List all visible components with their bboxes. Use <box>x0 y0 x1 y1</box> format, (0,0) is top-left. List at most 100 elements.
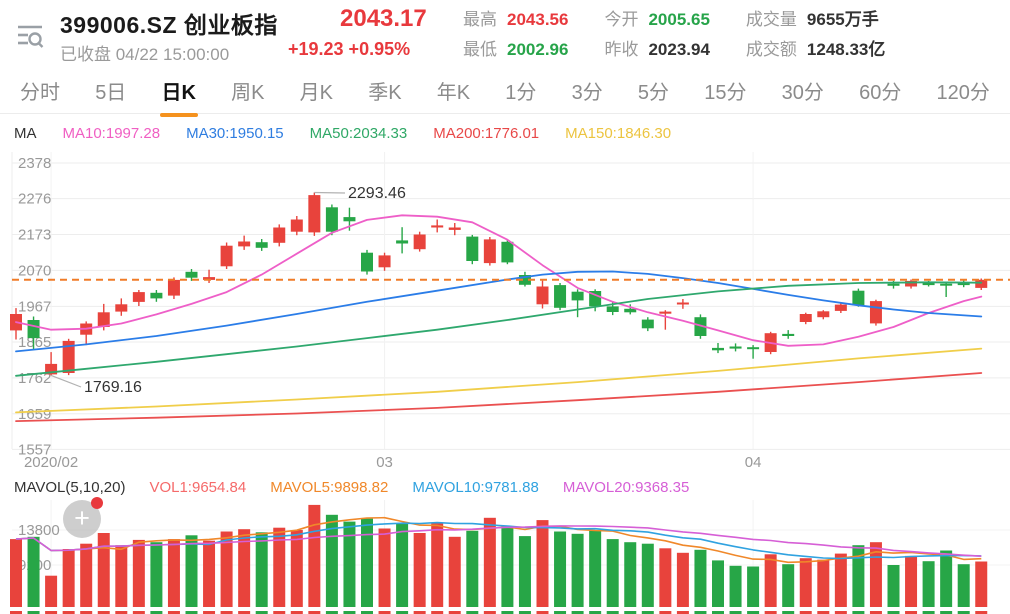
volume-bar <box>852 545 865 607</box>
vol1-value: VOL1:9654.84 <box>149 479 247 496</box>
tab-minute[interactable]: 分时 <box>20 82 60 104</box>
next-pane-peek <box>220 611 233 614</box>
volume-bar <box>589 530 602 607</box>
candle-body <box>518 275 531 285</box>
y-axis-label: 2173 <box>18 227 51 244</box>
next-pane-peek <box>817 611 830 614</box>
candle-body <box>27 320 40 339</box>
next-pane-peek <box>659 611 672 614</box>
mavol10-value: MAVOL10:9781.88 <box>412 479 539 496</box>
next-pane-peek <box>518 611 531 614</box>
ma-line-MA150 <box>15 347 983 414</box>
candle-body <box>343 217 356 222</box>
volume-bar <box>957 564 970 607</box>
y-axis-label: 2070 <box>18 262 51 279</box>
stat-prev-close: 昨收 2023.94 <box>604 40 710 59</box>
candle-body <box>940 283 953 286</box>
ma-legend-prefix: MA <box>14 125 37 142</box>
tab-120min[interactable]: 120分 <box>936 82 990 104</box>
volume-bar <box>10 539 22 607</box>
volume-bar <box>518 536 531 607</box>
candlestick-chart[interactable]: 2378227621732070196718651762165915572020… <box>0 140 1010 470</box>
volume-bar <box>975 561 988 607</box>
volume-bar <box>834 553 847 607</box>
candle-body <box>97 312 110 327</box>
volume-chart[interactable]: 138009200 <box>0 470 1010 614</box>
volume-bar <box>167 539 180 607</box>
callout-line <box>314 191 346 194</box>
tab-monthly-k[interactable]: 月K <box>299 82 334 104</box>
tab-60min[interactable]: 60分 <box>859 82 902 104</box>
volume-bar <box>203 540 216 607</box>
candle-body <box>957 283 970 286</box>
stat-high: 最高 2043.56 <box>463 10 569 29</box>
volume-bar <box>343 521 356 607</box>
x-axis-label: 2020/02 <box>24 454 78 470</box>
candle-body <box>694 317 707 336</box>
candle-body <box>624 308 637 313</box>
candle-body <box>238 241 251 247</box>
ma30-value: MA30:1950.15 <box>186 125 284 142</box>
add-button[interactable]: + <box>63 497 103 538</box>
volume-bar <box>940 550 953 607</box>
next-pane-peek <box>27 611 40 614</box>
candle-body <box>869 301 882 324</box>
ma-legend: MA MA10:1997.28 MA30:1950.15 MA50:2034.3… <box>14 125 671 142</box>
volume-bar <box>676 552 689 607</box>
mavol-legend-prefix: MAVOL(5,10,20) <box>14 479 126 496</box>
tab-1min[interactable]: 1分 <box>505 82 537 104</box>
volume-bar <box>308 504 321 607</box>
mavol5-value: MAVOL5:9898.82 <box>270 479 389 496</box>
y-axis-label: 1557 <box>18 441 51 458</box>
candle-body <box>799 314 812 322</box>
tab-daily-k[interactable]: 日K <box>160 66 198 115</box>
candle-body <box>641 319 654 329</box>
candle-body <box>308 195 321 233</box>
next-pane-peek <box>764 611 777 614</box>
volume-bar <box>325 514 338 607</box>
callout-label: 1769.16 <box>84 379 142 396</box>
tab-5min[interactable]: 5分 <box>637 82 670 104</box>
next-pane-peek <box>834 611 847 614</box>
next-pane-peek <box>273 611 286 614</box>
next-pane-peek <box>132 611 145 614</box>
volume-bar <box>97 533 110 607</box>
tab-yearly-k[interactable]: 年K <box>436 82 471 104</box>
period-tab-bar: 分时 5日 日K 周K 月K 季K 年K 1分 3分 5分 15分 30分 60… <box>0 68 1010 114</box>
list-search-icon[interactable] <box>12 18 48 54</box>
tab-3min[interactable]: 3分 <box>571 82 603 104</box>
tab-30min[interactable]: 30分 <box>781 82 824 104</box>
candle-body <box>922 283 935 286</box>
stat-turnover: 成交额 1248.33亿 <box>745 40 886 59</box>
plus-icon: + <box>74 503 90 533</box>
next-pane-peek <box>290 611 303 614</box>
candle-body <box>712 347 724 351</box>
candle-body <box>325 207 338 232</box>
volume-bar <box>150 542 163 607</box>
volume-bar <box>817 559 830 607</box>
candle-body <box>361 252 373 272</box>
volume-bar <box>62 549 75 607</box>
next-pane-peek <box>150 611 163 614</box>
candle-body <box>606 306 619 312</box>
next-pane-peek <box>10 611 22 614</box>
volume-bar <box>712 560 724 607</box>
volume-bar <box>694 549 707 607</box>
candle-body <box>115 304 128 312</box>
volume-bar <box>466 530 479 607</box>
next-pane-peek <box>203 611 216 614</box>
next-pane-peek <box>905 611 918 614</box>
volume-bar <box>132 539 145 607</box>
tab-quarterly-k[interactable]: 季K <box>368 82 402 104</box>
tab-weekly-k[interactable]: 周K <box>231 82 265 104</box>
volume-bar <box>45 575 58 607</box>
candle-body <box>852 290 865 306</box>
ma-line-MA10 <box>15 214 983 347</box>
next-pane-peek <box>378 611 391 614</box>
callout-line <box>50 374 82 388</box>
candle-body <box>132 292 145 302</box>
volume-bar <box>290 530 303 607</box>
tab-5day[interactable]: 5日 <box>95 82 127 104</box>
tab-15min[interactable]: 15分 <box>704 82 747 104</box>
notification-badge <box>91 497 103 509</box>
